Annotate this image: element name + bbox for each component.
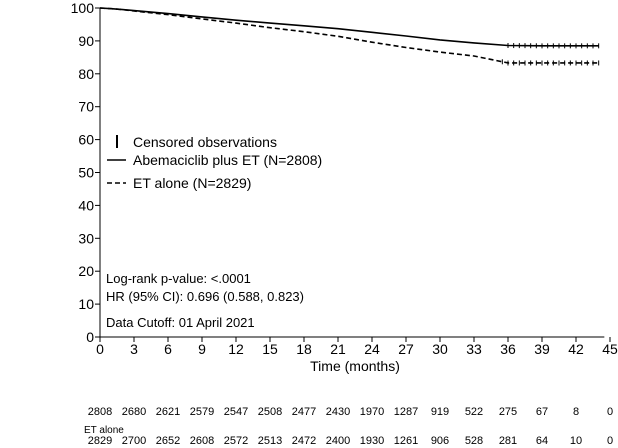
- annotations: Log-rank p-value: <.0001 HR (95% CI): 0.6…: [106, 271, 304, 330]
- risk-value: 2829: [88, 435, 112, 447]
- x-tick-label: 36: [500, 341, 516, 357]
- x-tick-label: 21: [330, 341, 346, 357]
- et-alone-curve: [99, 7, 599, 64]
- risk-value: 67: [536, 406, 548, 418]
- censor-legend-label: Censored observations: [133, 134, 277, 150]
- risk-value: 2508: [258, 406, 282, 418]
- risk-value: 275: [499, 406, 517, 418]
- y-tick-label: 40: [78, 197, 94, 213]
- risk-value: 2400: [326, 435, 350, 447]
- x-axis-title: Time (months): [310, 358, 400, 374]
- risk-value: 522: [465, 406, 483, 418]
- risk-row-label: ET alone: [84, 425, 124, 436]
- legend: Censored observations Abemaciclib plus ET…: [107, 134, 322, 191]
- risk-value: 2621: [156, 406, 180, 418]
- risk-table: 2808 2680 2621 2579 2547 2508 2477 2430 1970 1287…: [84, 406, 613, 447]
- x-tick-label: 24: [364, 341, 380, 357]
- x-tick-label: 39: [534, 341, 550, 357]
- risk-value: 2472: [292, 435, 316, 447]
- x-tick-label: 6: [164, 341, 172, 357]
- x-tick-label: 33: [466, 341, 482, 357]
- y-tick-label: 20: [78, 263, 94, 279]
- x-tick-label: 9: [198, 341, 206, 357]
- x-tick-label: 45: [602, 341, 618, 357]
- x-tick-label: 0: [96, 341, 104, 357]
- risk-value: 919: [431, 406, 449, 418]
- risk-value: 0: [607, 435, 613, 447]
- risk-value: 2547: [224, 406, 248, 418]
- risk-value: 2477: [292, 406, 316, 418]
- y-tick-label: 100: [71, 0, 95, 16]
- risk-value: 2430: [326, 406, 350, 418]
- risk-value: 0: [607, 406, 613, 418]
- risk-value: 2513: [258, 435, 282, 447]
- legend-label: Abemaciclib plus ET (N=2808): [133, 152, 322, 168]
- y-tick-label: 10: [78, 296, 94, 312]
- x-tick-label: 18: [296, 341, 312, 357]
- risk-value: 1930: [360, 435, 384, 447]
- survival-curves: [99, 7, 600, 66]
- y-tick-label: 50: [78, 165, 94, 181]
- risk-value: 528: [465, 435, 483, 447]
- y-tick-label: 90: [78, 33, 94, 49]
- x-tick-label: 3: [130, 341, 138, 357]
- y-tick-label: 0: [86, 329, 94, 345]
- risk-value: 281: [499, 435, 517, 447]
- risk-value: 2608: [190, 435, 214, 447]
- y-tick-label: 60: [78, 132, 94, 148]
- risk-value: 10: [570, 435, 582, 447]
- abemaciclib-curve: [99, 7, 599, 47]
- risk-value: 64: [536, 435, 548, 447]
- risk-value: 2680: [122, 406, 146, 418]
- annotation-text: Data Cutoff: 01 April 2021: [106, 315, 255, 330]
- risk-value: 8: [573, 406, 579, 418]
- risk-value: 906: [431, 435, 449, 447]
- x-tick-label: 27: [398, 341, 414, 357]
- x-tick-label: 15: [262, 341, 278, 357]
- risk-value: 2652: [156, 435, 180, 447]
- risk-value: 1261: [394, 435, 418, 447]
- risk-value: 1287: [394, 406, 418, 418]
- y-tick-label: 30: [78, 230, 94, 246]
- risk-value: 2808: [88, 406, 112, 418]
- y-tick-label: 70: [78, 99, 94, 115]
- risk-value: 2700: [122, 435, 146, 447]
- risk-value: 2579: [190, 406, 214, 418]
- legend-label: ET alone (N=2829): [133, 175, 251, 191]
- y-tick-label: 80: [78, 66, 94, 82]
- annotation-text: HR (95% CI): 0.696 (0.588, 0.823): [106, 289, 304, 304]
- risk-value: 1970: [360, 406, 384, 418]
- x-tick-label: 12: [228, 341, 244, 357]
- x-tick-label: 30: [432, 341, 448, 357]
- risk-value: 2572: [224, 435, 248, 447]
- x-tick-label: 42: [568, 341, 584, 357]
- annotation-text: Log-rank p-value: <.0001: [106, 271, 251, 286]
